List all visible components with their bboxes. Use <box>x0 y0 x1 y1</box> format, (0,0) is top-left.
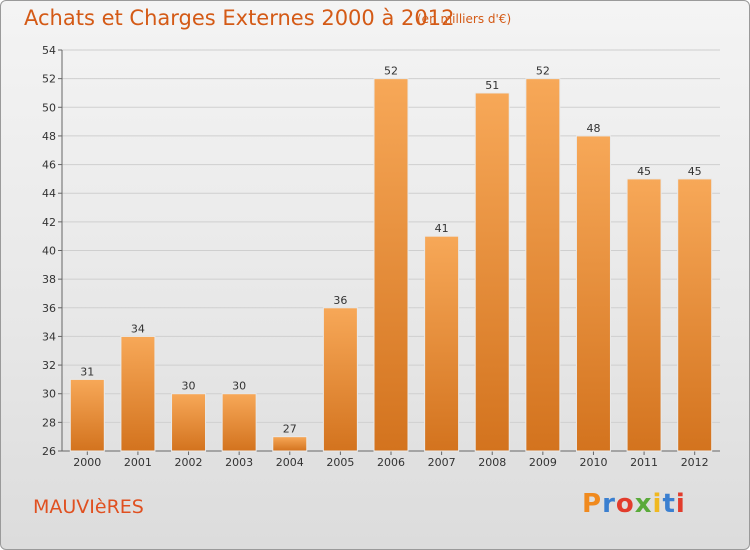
y-tick-label: 52 <box>42 73 56 86</box>
value-label-2008: 51 <box>485 79 499 92</box>
bar-2008 <box>474 92 510 452</box>
logo-letter: i <box>652 489 663 519</box>
bar-2011 <box>626 178 662 452</box>
y-tick-label: 42 <box>42 216 56 229</box>
bar-2005 <box>322 307 358 452</box>
chart-title: Achats et Charges Externes 2000 à 2012 <box>24 6 455 30</box>
x-tick-label-2011: 2011 <box>630 456 658 469</box>
bar-2003 <box>221 393 257 452</box>
commune-name: MAUVIèRES <box>33 496 144 518</box>
logo-letter: t <box>662 489 676 519</box>
x-tick-label-2006: 2006 <box>377 456 405 469</box>
bar-2006 <box>373 78 409 452</box>
value-label-2003: 30 <box>232 380 246 393</box>
y-tick-label: 50 <box>42 101 56 114</box>
x-tick-label-2001: 2001 <box>124 456 152 469</box>
y-tick-label: 46 <box>42 159 56 172</box>
y-tick-label: 34 <box>42 330 56 343</box>
x-tick-label-2002: 2002 <box>175 456 203 469</box>
logo-letter: P <box>582 489 603 519</box>
chart-subtitle: (en milliers d'€) <box>417 12 512 26</box>
y-tick-label: 38 <box>42 273 56 286</box>
value-label-2007: 41 <box>435 222 449 235</box>
logo-letter: o <box>615 489 635 519</box>
y-tick-label: 54 <box>42 44 56 57</box>
value-label-2009: 52 <box>536 65 550 78</box>
proxiti-logo: Proxiti <box>582 489 686 519</box>
logo-letter: r <box>602 489 616 519</box>
value-label-2001: 34 <box>131 322 145 335</box>
x-tick-label-2010: 2010 <box>579 456 607 469</box>
y-tick-label: 30 <box>42 388 56 401</box>
x-tick-label-2009: 2009 <box>529 456 557 469</box>
value-label-2011: 45 <box>637 165 651 178</box>
x-tick-label-2000: 2000 <box>73 456 101 469</box>
x-tick-label-2008: 2008 <box>478 456 506 469</box>
bar-2002 <box>171 393 207 452</box>
logo-letter: i <box>675 489 686 519</box>
x-tick-label-2003: 2003 <box>225 456 253 469</box>
logo-letter: x <box>634 489 653 519</box>
x-tick-label-2007: 2007 <box>428 456 456 469</box>
bar-2010 <box>575 135 611 452</box>
y-tick-label: 36 <box>42 302 56 315</box>
bars <box>69 78 713 452</box>
value-label-2010: 48 <box>586 122 600 135</box>
y-tick-label: 48 <box>42 130 56 143</box>
y-tick-label: 40 <box>42 245 56 258</box>
value-label-2006: 52 <box>384 65 398 78</box>
y-tick-label: 26 <box>42 445 56 458</box>
bar-2009 <box>525 78 561 452</box>
x-tick-label-2005: 2005 <box>326 456 354 469</box>
bar-2012 <box>677 178 713 452</box>
y-tick-label: 44 <box>42 187 56 200</box>
value-label-2000: 31 <box>80 365 94 378</box>
y-tick-label: 32 <box>42 359 56 372</box>
value-label-2002: 30 <box>182 380 196 393</box>
bar-2004 <box>272 436 308 452</box>
bar-2000 <box>69 378 105 452</box>
value-label-2005: 36 <box>333 294 347 307</box>
bar-2001 <box>120 335 156 452</box>
bar-2007 <box>424 235 460 452</box>
value-label-2012: 45 <box>688 165 702 178</box>
x-tick-label-2012: 2012 <box>681 456 709 469</box>
labels: 26 28 30 32 34 36 38 40 42 44 46 48 50 52 54 31 2000 34 20… <box>42 44 709 469</box>
y-tick-label: 28 <box>42 416 56 429</box>
x-tick-label-2004: 2004 <box>276 456 304 469</box>
value-label-2004: 27 <box>283 423 297 436</box>
